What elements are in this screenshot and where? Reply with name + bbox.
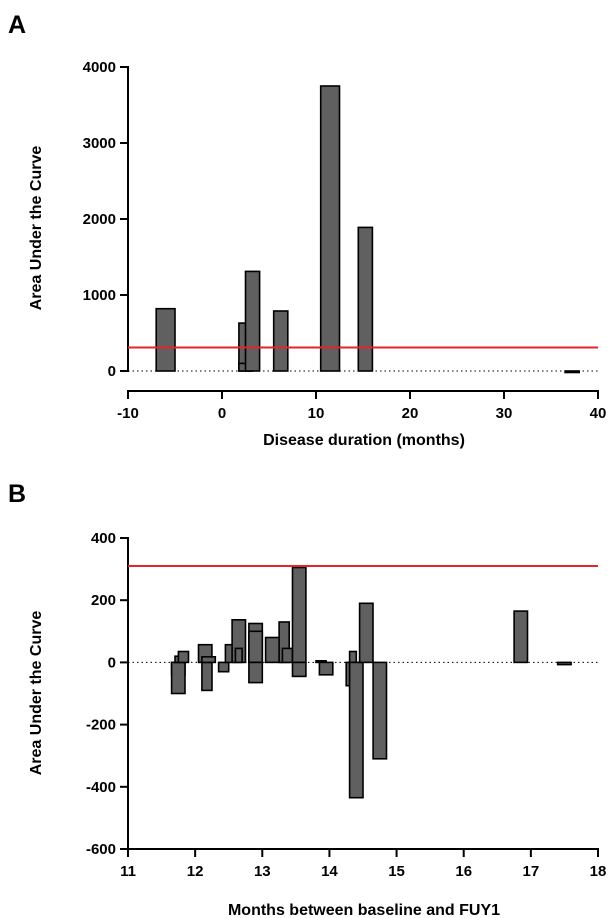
panel-a-bar-3 bbox=[244, 270, 261, 372]
panel-b-y-tick-label: -400 bbox=[86, 779, 116, 796]
panel-b-bars bbox=[170, 566, 572, 799]
panel-b-y-tick-label: -600 bbox=[86, 841, 116, 858]
panel-b-y-tick-label: 400 bbox=[91, 530, 116, 547]
panel-a-y-tick-label: 1000 bbox=[83, 287, 116, 304]
panel-a-axes: 0 1000 2000 3000 4000 -10 0 10 20 30 40 bbox=[83, 59, 607, 422]
panel-a-x-tick-label: 30 bbox=[496, 405, 513, 422]
panel-a: A Disease duration (months) Area Under t… bbox=[8, 11, 606, 449]
panel-b-bar-26 bbox=[513, 610, 529, 664]
panel-b-bar-18 bbox=[291, 661, 307, 678]
panel-b-y-tick-label: -200 bbox=[86, 717, 116, 734]
panel-b-reference-lines bbox=[128, 564, 598, 663]
panel-b-x-tick-label: 14 bbox=[321, 863, 338, 880]
panel-b-bar-10 bbox=[234, 647, 243, 664]
panel-a-bar-6 bbox=[357, 226, 374, 372]
panel-a-bar-4 bbox=[272, 310, 289, 372]
panel-b-x-tick-label: 13 bbox=[254, 863, 271, 880]
panel-a-x-axis-title: Disease duration (months) bbox=[263, 432, 465, 449]
panel-b-y-tick-label: 0 bbox=[108, 654, 116, 671]
panel-b-y-tick-label: 200 bbox=[91, 592, 116, 609]
panel-b-bar-25 bbox=[372, 661, 388, 760]
panel-b-x-axis-title: Months between baseline and FUY1 bbox=[228, 902, 500, 918]
panel-b-x-tick-label: 15 bbox=[388, 863, 405, 880]
panel-b-x-tick-label: 12 bbox=[187, 863, 204, 880]
panel-b-bar-12 bbox=[248, 630, 264, 664]
panel-a-y-axis-title: Area Under the Curve bbox=[28, 146, 45, 311]
panel-a-x-tick-label: 20 bbox=[402, 405, 419, 422]
panel-a-x-tick-label: 40 bbox=[590, 405, 607, 422]
panel-b-y-axis-title: Area Under the Curve bbox=[28, 611, 45, 776]
panel-b-bar-5 bbox=[201, 661, 213, 692]
panel-a-bar-0 bbox=[155, 307, 176, 372]
panel-b-x-tick-label: 18 bbox=[590, 863, 607, 880]
panel-b-bar-24 bbox=[358, 602, 374, 664]
panel-a-x-tick-label: -10 bbox=[117, 405, 139, 422]
panel-b-x-tick-label: 11 bbox=[120, 863, 136, 880]
panel-b-bar-7 bbox=[217, 661, 230, 673]
panel-b-bar-16 bbox=[281, 647, 294, 664]
panel-b-x-tick-label: 17 bbox=[523, 863, 540, 880]
panel-b-bar-17 bbox=[291, 566, 307, 664]
panel-a-y-tick-label: 0 bbox=[108, 363, 116, 380]
panel-b-axes: -600 -400 -200 0 200 400 11 12 13 14 15 16 17 18 bbox=[86, 530, 606, 880]
panel-b-bar-23 bbox=[348, 661, 364, 799]
panel-a-y-tick-label: 3000 bbox=[83, 135, 116, 152]
panel-a-y-tick-label: 2000 bbox=[83, 211, 116, 228]
panel-a-y-tick-label: 4000 bbox=[83, 59, 116, 76]
panel-a-x-tick-label: 10 bbox=[308, 405, 325, 422]
panel-b-bar-1 bbox=[170, 661, 186, 695]
panel-a-letter: A bbox=[8, 11, 26, 39]
panel-b-x-tick-label: 16 bbox=[455, 863, 472, 880]
panel-b-bar-6 bbox=[201, 655, 217, 664]
panel-a-x-tick-label: 0 bbox=[218, 405, 226, 422]
panel-b: B Months between baseline and FUY1 Area … bbox=[8, 480, 606, 918]
panel-a-reference-lines bbox=[128, 346, 598, 372]
panel-b-letter: B bbox=[8, 480, 26, 508]
panel-a-bars bbox=[155, 85, 580, 374]
panel-b-bar-13 bbox=[248, 661, 264, 684]
panel-a-bar-5 bbox=[319, 85, 341, 372]
panel-b-bar-20 bbox=[318, 661, 334, 676]
panel-b-bar-22 bbox=[348, 650, 358, 664]
panel-b-bar-27 bbox=[556, 661, 572, 666]
panel-a-bar-7 bbox=[564, 370, 580, 374]
panel-b-bar-3 bbox=[177, 650, 190, 664]
